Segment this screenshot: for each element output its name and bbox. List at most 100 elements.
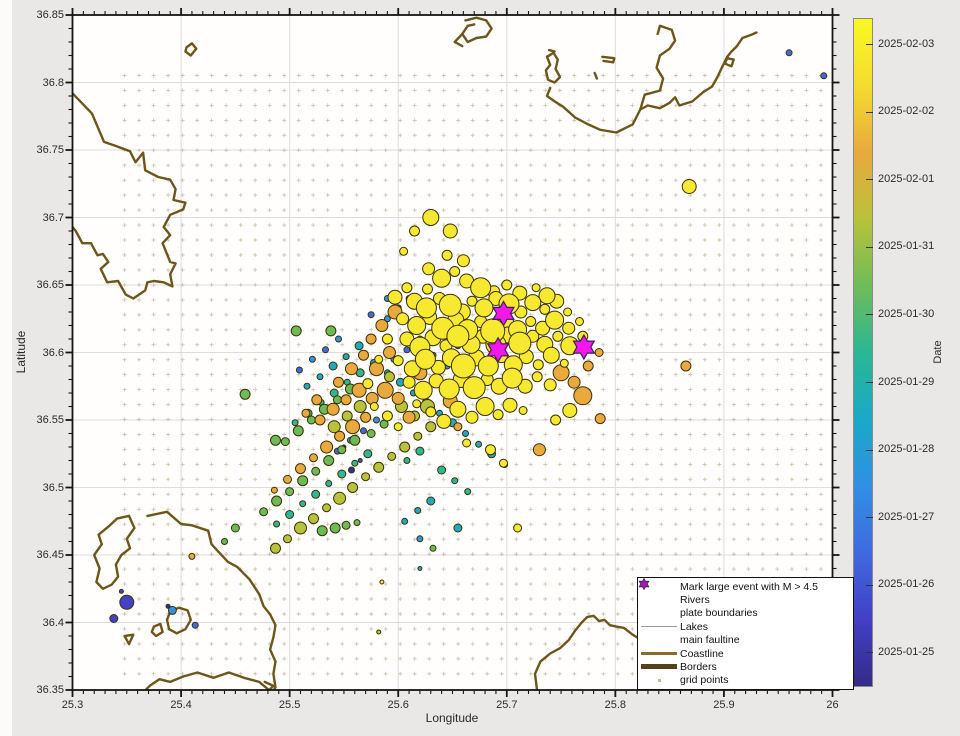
earthquake-point [165, 603, 171, 609]
earthquake-point [438, 378, 460, 400]
earthquake-point [466, 295, 478, 307]
colorbar-tick [866, 517, 873, 519]
earthquake-point [239, 388, 251, 400]
x-tick-label: 25.3 [61, 699, 84, 711]
coastline-path [547, 48, 556, 53]
earthquake-point [502, 397, 518, 413]
earthquake-point [325, 480, 333, 487]
earthquake-point [680, 360, 692, 372]
earthquake-point [271, 495, 283, 507]
earthquake-point [294, 521, 307, 535]
earthquake-point [295, 366, 303, 374]
earthquake-point [462, 376, 486, 400]
earthquake-point [407, 316, 427, 335]
coastline-path [165, 606, 193, 635]
earthquake-point [311, 489, 321, 499]
earthquake-point [303, 382, 311, 390]
earthquake-point [499, 458, 508, 468]
earthquake-point [449, 266, 461, 277]
earthquake-point [345, 419, 361, 435]
earthquake-point [532, 359, 544, 371]
earthquake-point [437, 465, 447, 475]
earthquake-point [492, 409, 504, 421]
earthquake-point [325, 325, 337, 337]
colorbar-axis-label: Date [932, 340, 944, 364]
earthquake-point [381, 333, 393, 345]
earthquake-point [333, 491, 347, 505]
earthquake-point [449, 400, 467, 418]
earthquake-point [373, 461, 385, 473]
earthquake-point [539, 303, 551, 315]
earthquake-point [453, 523, 463, 533]
large-event-layer [486, 300, 596, 363]
coastline-path [144, 510, 277, 690]
coastline-path [72, 92, 187, 300]
earthquake-point [314, 414, 326, 426]
earthquake-point [594, 413, 606, 425]
window-edge-strip [0, 0, 12, 736]
legend-item-label: Coastline [680, 647, 724, 660]
coastline-path [92, 514, 136, 590]
coastline-path [123, 633, 135, 646]
earthquake-point [326, 402, 340, 416]
earthquake-point [402, 410, 416, 424]
earthquake-point [501, 279, 513, 291]
earthquake-point [501, 367, 523, 389]
legend-item-label: main faultine [680, 634, 740, 647]
earthquake-point [403, 360, 421, 378]
earthquake-point [167, 605, 177, 615]
coastline-path [545, 31, 758, 134]
earthquake-point [369, 402, 379, 411]
earthquake-point [301, 408, 311, 418]
earthquake-point [538, 287, 556, 305]
legend-item: Coastline [638, 648, 853, 660]
legend-item: plate boundaries [638, 607, 853, 619]
colorbar-tick-label: 2025-01-28 [878, 443, 935, 456]
earthquake-point [341, 410, 353, 422]
earthquake-point [396, 312, 410, 326]
earthquake-point [438, 293, 462, 317]
earthquake-point [311, 466, 321, 476]
earthquake-point [543, 378, 557, 392]
earthquake-point [575, 317, 584, 326]
earthquake-point [477, 355, 499, 377]
earthquake-point [365, 333, 377, 345]
earthquake-point [414, 348, 436, 370]
y-tick-label: 36.65 [36, 279, 64, 291]
legend-item: Borders [638, 661, 853, 673]
borders-line-icon [638, 664, 680, 670]
earthquake-point [532, 443, 546, 457]
coastline-path [601, 55, 616, 64]
y-tick-label: 36.7 [42, 211, 64, 224]
earthquake-point [422, 209, 440, 226]
earthquake-point [348, 466, 355, 474]
coastline-path [453, 32, 464, 48]
earthquake-point [374, 354, 384, 364]
colorbar-tick-label: 2025-02-01 [878, 172, 935, 185]
earthquake-point [559, 358, 569, 368]
x-tick-label: 25.5 [278, 699, 301, 711]
earthquake-point [361, 472, 371, 482]
earthquake-point [508, 331, 532, 355]
earthquake-point [525, 316, 537, 327]
earthquake-point [464, 488, 472, 496]
x-tick-label: 26 [826, 699, 839, 711]
earthquake-point [360, 427, 367, 435]
earthquake-point [362, 378, 374, 390]
legend-item: grid points [638, 674, 853, 686]
earthquake-point [345, 362, 358, 376]
earthquake-point [475, 397, 495, 416]
y-axis-label: Latitude [14, 330, 28, 374]
earthquake-point [280, 437, 290, 447]
earthquake-point [387, 289, 403, 305]
earthquake-point [191, 621, 199, 629]
earthquake-point [340, 394, 352, 406]
earthquake-point [413, 431, 423, 441]
legend-item: Lakes [638, 621, 853, 633]
colorbar-tick [866, 449, 873, 451]
legend-item-label: Rivers [680, 594, 710, 607]
earthquake-point [358, 349, 369, 361]
earthquake-point [409, 225, 420, 237]
plot-layers [72, 15, 833, 690]
